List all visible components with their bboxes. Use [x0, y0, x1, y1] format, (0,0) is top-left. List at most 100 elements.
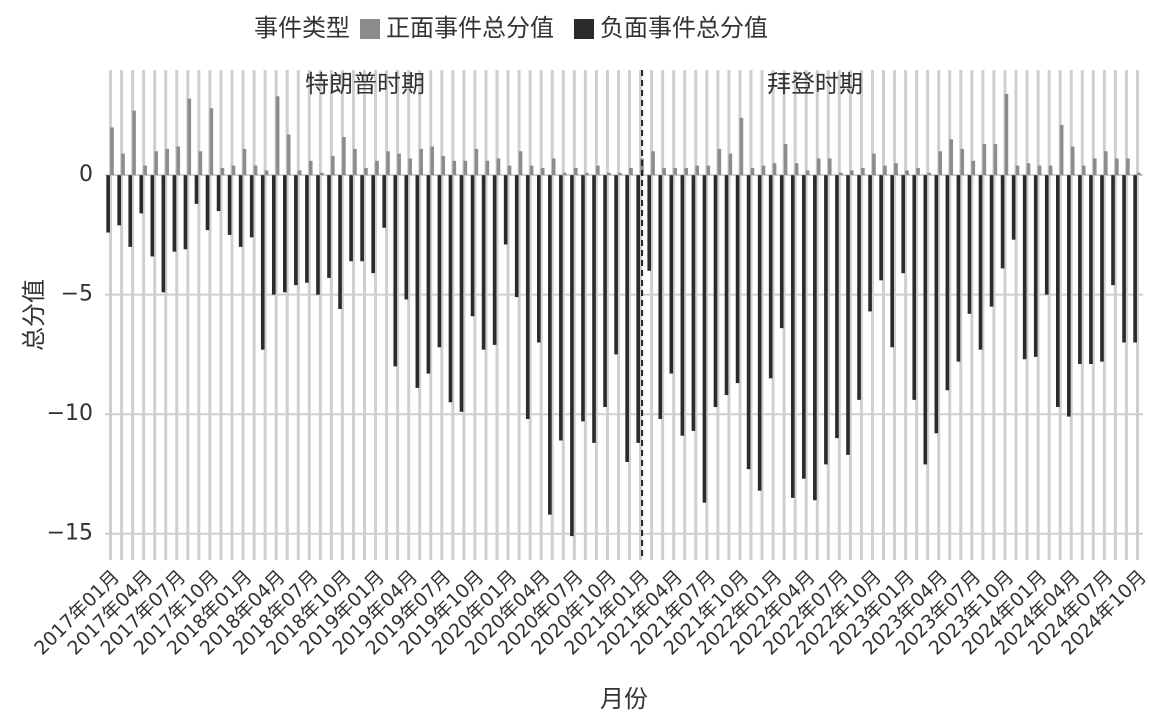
bar	[154, 151, 158, 176]
bar	[1059, 124, 1064, 176]
bar	[205, 175, 210, 231]
bar	[275, 96, 280, 176]
bar	[316, 175, 320, 295]
bar	[927, 172, 931, 176]
bar	[349, 175, 353, 262]
bar	[916, 168, 920, 176]
bar	[198, 151, 203, 176]
bar	[559, 175, 563, 441]
bar	[960, 148, 965, 176]
bar	[525, 175, 530, 419]
bar	[695, 165, 700, 176]
bar	[1078, 175, 1082, 364]
bar	[1122, 175, 1126, 343]
bar	[209, 108, 214, 176]
bar	[150, 175, 155, 257]
bar	[827, 158, 832, 176]
bar	[757, 175, 762, 491]
bar	[242, 148, 247, 176]
bar	[618, 172, 622, 176]
bar	[750, 168, 755, 176]
bar	[1126, 158, 1130, 176]
bar	[1004, 93, 1009, 176]
bar	[982, 144, 987, 176]
bar	[143, 165, 147, 176]
x-axis-label: 月份	[600, 685, 648, 713]
y-tick-label: −5	[61, 282, 93, 307]
y-tick-label: 0	[79, 162, 93, 187]
bar	[573, 168, 578, 176]
bar	[297, 170, 302, 176]
bar	[956, 175, 961, 362]
legend-label: 正面事件总分值	[386, 14, 554, 42]
bar	[816, 158, 821, 176]
bar	[883, 165, 887, 176]
bar	[161, 175, 166, 293]
bar	[448, 175, 453, 403]
bar	[802, 175, 806, 479]
bar	[139, 175, 144, 214]
bar	[353, 148, 357, 176]
bar	[1133, 175, 1137, 343]
bar	[176, 146, 181, 176]
bar	[596, 165, 600, 176]
y-axis-label: 总分值	[20, 279, 48, 351]
bar	[746, 175, 751, 470]
bar	[978, 175, 983, 350]
bar	[651, 151, 655, 176]
bar	[415, 175, 420, 388]
bar	[540, 168, 545, 176]
bar	[1044, 175, 1049, 295]
bar	[231, 165, 236, 176]
bar	[794, 163, 799, 176]
bar	[308, 160, 313, 176]
bar	[360, 175, 364, 262]
bar	[739, 117, 744, 176]
bar	[470, 175, 475, 317]
bar	[603, 175, 607, 408]
bar	[625, 175, 629, 463]
bar	[110, 127, 114, 176]
bar	[283, 175, 287, 293]
bar	[238, 175, 243, 247]
bar	[106, 175, 110, 233]
bar	[724, 175, 729, 396]
bar	[761, 165, 766, 176]
bar	[894, 163, 898, 176]
bar	[923, 175, 928, 465]
bar	[717, 148, 722, 176]
period-label: 拜登时期	[767, 70, 863, 98]
bar	[669, 175, 674, 374]
bar	[375, 160, 379, 176]
bar	[868, 175, 872, 312]
bar	[529, 165, 534, 176]
bar	[393, 175, 398, 367]
bar	[614, 175, 618, 355]
bar	[824, 175, 828, 465]
bar	[331, 156, 335, 176]
bar	[294, 175, 298, 286]
bar	[879, 175, 883, 281]
bar	[790, 175, 795, 498]
bar	[684, 168, 689, 176]
bar	[1115, 158, 1119, 176]
bar	[452, 160, 457, 176]
bar	[728, 153, 733, 176]
bar	[570, 175, 574, 537]
bar	[1048, 165, 1053, 176]
bar	[1070, 146, 1075, 176]
bar	[838, 172, 843, 176]
y-tick-label: −10	[47, 401, 93, 426]
bar	[993, 144, 998, 176]
bar	[1033, 175, 1038, 357]
bar	[371, 175, 375, 274]
bar	[165, 148, 170, 176]
bar	[492, 175, 497, 345]
bar	[562, 172, 567, 176]
bar	[673, 168, 677, 176]
bar	[481, 175, 486, 350]
bar	[382, 175, 387, 228]
bar	[172, 175, 177, 252]
bar	[607, 172, 611, 176]
